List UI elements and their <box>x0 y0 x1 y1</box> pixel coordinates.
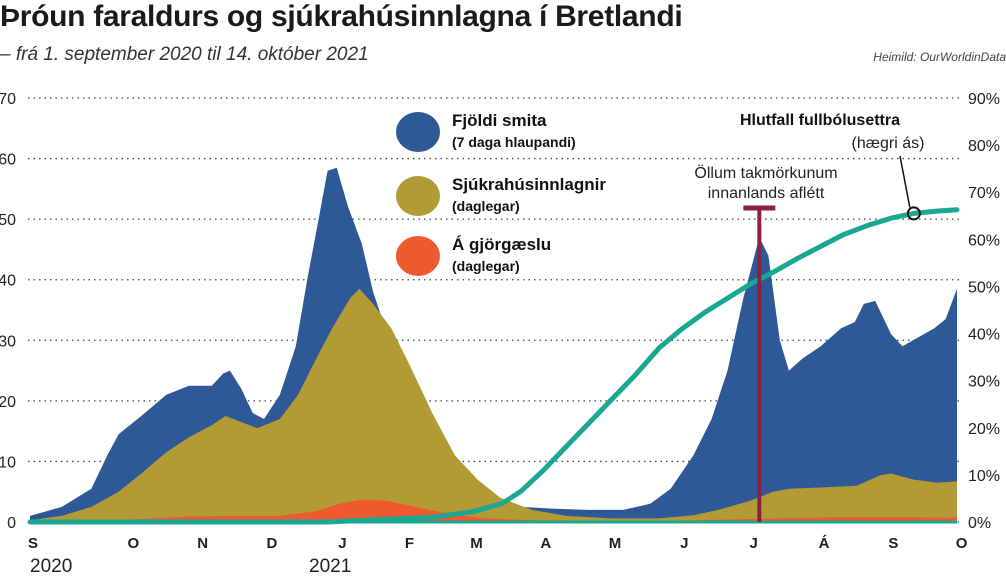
source-note: Heimild: OurWorldinData <box>873 50 1006 64</box>
y-tick-right: 90% <box>968 91 1000 108</box>
year-label: 2021 <box>309 556 351 577</box>
legend-swatch <box>396 176 440 216</box>
legend-sublabel: (daglegar) <box>452 258 520 274</box>
y-tick-right: 20% <box>968 421 1000 438</box>
y-tick-left: 30 <box>0 333 16 350</box>
area-series <box>30 167 957 522</box>
y-tick-left: 70 <box>0 91 16 108</box>
y-tick-left: 0 <box>7 515 16 532</box>
x-tick: O <box>128 535 140 552</box>
legend-sublabel: (daglegar) <box>452 198 520 214</box>
axis-labels: 0 10 20 30 40 50 60 70 0% 10% 20% 30% 40% 50% 60% 70% 80… <box>0 91 1000 577</box>
legend-label: Á gjörgæslu <box>452 235 551 254</box>
x-tick: J <box>338 535 346 552</box>
legend-label: Fjöldi smita <box>452 111 547 130</box>
y-tick-left: 10 <box>0 454 16 471</box>
callout-point <box>906 206 921 221</box>
x-tick: S <box>888 535 898 552</box>
y-tick-right: 0% <box>968 515 991 532</box>
x-tick: O <box>956 535 968 552</box>
y-tick-right: 80% <box>968 138 1000 155</box>
y-tick-right: 10% <box>968 468 1000 485</box>
y-tick-right: 50% <box>968 279 1000 296</box>
x-tick: M <box>609 535 622 552</box>
y-tick-right: 40% <box>968 327 1000 344</box>
annotation-text: innanlands aflétt <box>708 185 825 202</box>
x-tick: N <box>197 535 208 552</box>
y-tick-right: 30% <box>968 374 1000 391</box>
annotation-text: Öllum takmörkunum <box>694 164 837 182</box>
x-tick: J <box>749 535 757 552</box>
x-tick: A <box>540 535 551 552</box>
legend-label: Sjúkrahúsinnlagnir <box>452 175 606 194</box>
y-tick-right: 70% <box>968 185 1000 202</box>
x-tick: S <box>28 535 38 552</box>
legend: Fjöldi smita (7 daga hlaupandi) Sjúkrahúsi… <box>396 111 606 276</box>
y-tick-left: 60 <box>0 152 16 169</box>
x-tick: M <box>470 535 483 552</box>
y-tick-left: 40 <box>0 273 16 290</box>
line-vaccinated <box>27 207 960 525</box>
x-tick: Á <box>819 535 830 552</box>
chart-subtitle: – frá 1. september 2020 til 14. október … <box>0 44 369 65</box>
y-tick-left: 20 <box>0 394 16 411</box>
x-tick: J <box>680 535 688 552</box>
area-hospital <box>30 288 957 522</box>
x-tick: F <box>405 535 414 552</box>
y-tick-left: 50 <box>0 212 16 229</box>
callout-subtitle: (hægri ás) <box>852 135 925 152</box>
legend-swatch <box>396 236 440 276</box>
chart-title: Þróun faraldurs og sjúkrahúsinnlagna í B… <box>0 0 683 33</box>
callout-title: Hlutfall fullbólusettra <box>740 112 900 129</box>
annotations: Öllum takmörkunum innanlands aflétt Hlutfa… <box>694 112 924 522</box>
year-label: 2020 <box>30 556 72 577</box>
x-tick: D <box>267 535 278 552</box>
callout-leader <box>899 155 911 208</box>
area-icu <box>30 499 957 522</box>
legend-sublabel: (7 daga hlaupandi) <box>452 134 576 150</box>
y-tick-right: 60% <box>968 232 1000 249</box>
line-series <box>27 207 960 525</box>
legend-swatch <box>396 112 440 152</box>
